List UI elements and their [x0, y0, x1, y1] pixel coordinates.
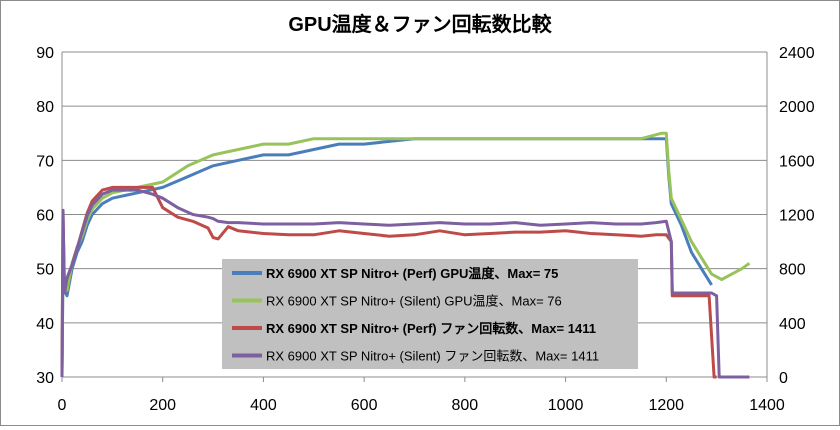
y-left-tick-label: 50 [36, 262, 54, 279]
x-tick-label: 400 [250, 397, 277, 414]
y-left-tick-label: 40 [36, 316, 54, 333]
x-tick-label: 1200 [648, 397, 684, 414]
legend-box [222, 259, 638, 369]
legend-entry: RX 6900 XT SP Nitro+ (Silent) GPU温度、Max=… [266, 294, 562, 309]
x-tick-label: 1400 [749, 397, 785, 414]
x-tick-label: 200 [149, 397, 176, 414]
y-left-tick-label: 60 [36, 208, 54, 225]
y-left-tick-label: 30 [36, 370, 54, 387]
series-line-4 [60, 188, 750, 379]
chart-title: GPU温度＆ファン回転数比較 [288, 12, 552, 36]
series-lines [60, 131, 751, 379]
x-tick-label: 0 [58, 397, 67, 414]
legend: RX 6900 XT SP Nitro+ (Perf) GPU温度、Max= 7… [222, 259, 638, 369]
y-right-tick-label: 400 [779, 316, 806, 333]
legend-entry: RX 6900 XT SP Nitro+ (Silent) ファン回転数、Max… [266, 349, 599, 364]
y-right-tick-label: 1200 [779, 208, 815, 225]
y-left-tick-label: 90 [36, 45, 54, 62]
x-tick-label: 800 [452, 397, 479, 414]
y-right-tick-label: 1600 [779, 153, 815, 170]
y-left-tick-label: 80 [36, 99, 54, 116]
y-right-tick-label: 2400 [779, 45, 815, 62]
series-line-3 [60, 185, 717, 379]
y-right-tick-label: 2000 [779, 99, 815, 116]
legend-entry: RX 6900 XT SP Nitro+ (Perf) GPU温度、Max= 7… [266, 266, 558, 281]
y-right-tick-label: 800 [779, 262, 806, 279]
y-right-tick-label: 0 [779, 370, 788, 387]
x-tick-label: 600 [351, 397, 378, 414]
x-tick-label: 1000 [548, 397, 584, 414]
axes: 30 40 50 60 70 80 90 0 400 800 1200 1600 2000 2400 0 20… [36, 45, 814, 414]
y-left-tick-label: 70 [36, 153, 54, 170]
legend-entry: RX 6900 XT SP Nitro+ (Perf) ファン回転数、Max= … [266, 321, 596, 336]
